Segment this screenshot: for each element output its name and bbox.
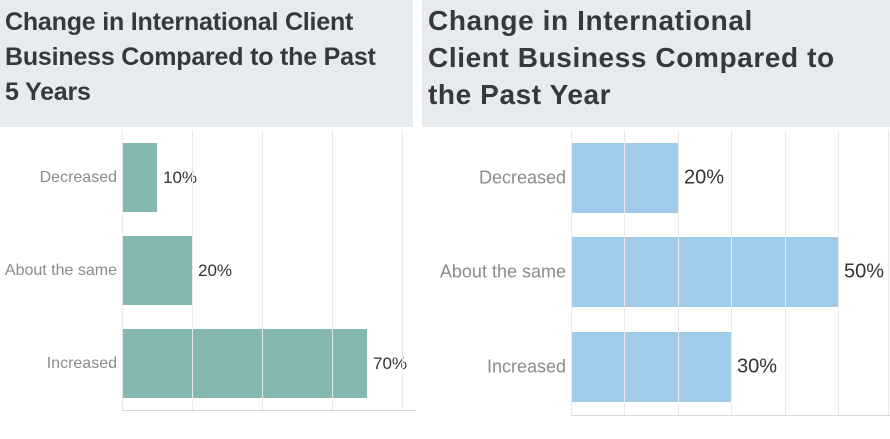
value-label: 20% [198, 260, 233, 280]
chart-panel-past-year: Change in International Client Business … [420, 0, 890, 439]
gridline [731, 130, 732, 415]
chart-row: Increased 70% [0, 329, 420, 398]
chart-panel-past-5-years: Change in International Client Business … [0, 0, 420, 439]
value-label: 50% [844, 260, 885, 283]
gridline [122, 130, 123, 410]
gridline [262, 130, 263, 410]
value-label: 30% [737, 355, 778, 378]
chart-row: Increased 30% [420, 332, 890, 402]
category-label-decreased: Decreased [39, 168, 117, 186]
gridline [624, 130, 625, 415]
bar-increased[interactable] [122, 329, 367, 398]
gridline [838, 130, 839, 415]
value-label: 70% [373, 353, 408, 373]
gridline [785, 130, 786, 415]
value-label: 10% [163, 167, 198, 187]
chart-row: Decreased 20% [420, 143, 890, 213]
bar-about-the-same[interactable] [571, 237, 838, 307]
category-label-increased: Increased [46, 354, 117, 372]
gridline [888, 130, 889, 415]
chart-row: About the same 50% [420, 237, 890, 307]
category-label-about-the-same: About the same [4, 261, 117, 279]
bar-about-the-same[interactable] [122, 236, 192, 305]
gridline [678, 130, 679, 415]
gridline [332, 130, 333, 410]
x-axis-line [122, 410, 416, 411]
gridline [402, 130, 403, 410]
x-axis-line [571, 415, 890, 416]
bar-decreased[interactable] [122, 143, 157, 212]
category-label-decreased: Decreased [478, 167, 566, 188]
category-label-about-the-same: About the same [439, 261, 566, 282]
chart-row: About the same 20% [0, 236, 420, 305]
category-label-increased: Increased [486, 356, 566, 377]
chart-title: Change in International Client Business … [422, 0, 890, 127]
chart-row: Decreased 10% [0, 143, 420, 212]
chart-title: Change in International Client Business … [0, 0, 413, 127]
gridline [192, 130, 193, 410]
value-label: 20% [684, 166, 725, 189]
gridline [571, 130, 572, 415]
bar-increased[interactable] [571, 332, 731, 402]
